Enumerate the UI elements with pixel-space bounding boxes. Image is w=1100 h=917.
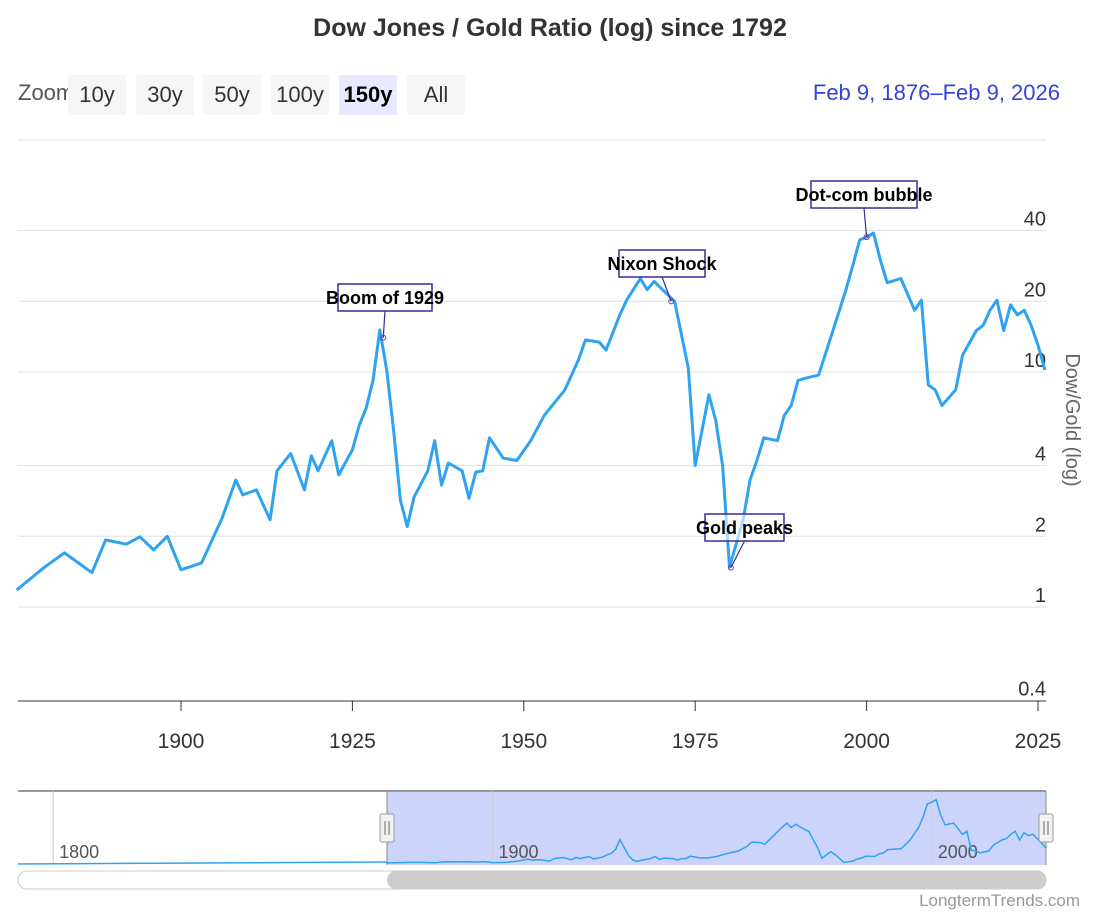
navigator-tick-label: 1800: [59, 842, 99, 862]
zoom-10y-button[interactable]: 10y: [68, 75, 126, 115]
y-axis-label: Dow/Gold (log): [1061, 353, 1083, 486]
annotation-connector: [863, 207, 868, 238]
handle-body: [1038, 813, 1054, 843]
x-tick-label: 2025: [1015, 730, 1062, 753]
series-line: [15, 231, 1047, 592]
range-to[interactable]: Feb 9, 2026: [942, 80, 1060, 105]
annotation: Boom of 1929: [326, 283, 444, 341]
x-tick-label: 1900: [158, 730, 205, 753]
navigator-selection: [387, 791, 1046, 865]
annotation-label: Dot-com bubble: [796, 185, 933, 205]
annotation-box: [810, 180, 918, 209]
navigator-left-handle[interactable]: [379, 813, 395, 843]
annotation-box: [618, 249, 706, 278]
y-tick-label: 4: [1035, 444, 1046, 466]
navigator-right-handle[interactable]: [1038, 813, 1054, 843]
navigator-tick-label: 2000: [938, 842, 978, 862]
y-tick-label: 20: [1024, 279, 1046, 301]
y-tick-label: 40: [1024, 209, 1046, 231]
range-from[interactable]: Feb 9, 1876: [812, 80, 931, 105]
annotation-connector: [661, 276, 672, 302]
zoom-150y-button[interactable]: 150y: [339, 75, 397, 115]
annotation-box: [704, 513, 785, 542]
handle-body: [379, 813, 395, 843]
credit-link[interactable]: LongtermTrends.com: [919, 891, 1080, 910]
annotation: Dot-com bubble: [796, 180, 933, 241]
x-tick-label: 1950: [500, 730, 547, 753]
y-tick-label: 0.4: [1018, 679, 1046, 701]
y-tick-label: 1: [1035, 585, 1046, 607]
x-tick-label: 2000: [843, 730, 890, 753]
annotation-label: Gold peaks: [696, 518, 793, 538]
annotation-box: [337, 283, 433, 312]
annotation-marker: [668, 298, 675, 305]
range-separator: –: [930, 80, 943, 105]
zoom-all-button[interactable]: All: [407, 75, 465, 115]
annotation: Nixon Shock: [607, 249, 717, 305]
annotation-label: Nixon Shock: [607, 254, 717, 274]
annotation-connector: [382, 310, 386, 338]
annotation-marker: [380, 334, 387, 341]
x-tick-label: 1975: [672, 730, 719, 753]
zoom-50y-button[interactable]: 50y: [203, 75, 261, 115]
x-tick-label: 1925: [329, 730, 376, 753]
annotation: Gold peaks: [696, 513, 793, 571]
annotation-label: Boom of 1929: [326, 288, 444, 308]
annotation-marker: [863, 234, 870, 241]
annotation-connector: [730, 540, 746, 568]
date-range[interactable]: Feb 9, 1876–Feb 9, 2026: [813, 80, 1060, 106]
chart-title: Dow Jones / Gold Ratio (log) since 1792: [313, 14, 787, 42]
zoom-30y-button[interactable]: 30y: [136, 75, 194, 115]
navigator-series-line: [17, 798, 1047, 865]
zoom-100y-button[interactable]: 100y: [271, 75, 329, 115]
y-tick-label: 2: [1035, 514, 1046, 536]
annotation-marker: [727, 564, 734, 571]
scrollbar-thumb[interactable]: [387, 871, 1046, 889]
navigator-tick-label: 1900: [498, 842, 538, 862]
zoom-label: Zoom: [18, 80, 68, 105]
